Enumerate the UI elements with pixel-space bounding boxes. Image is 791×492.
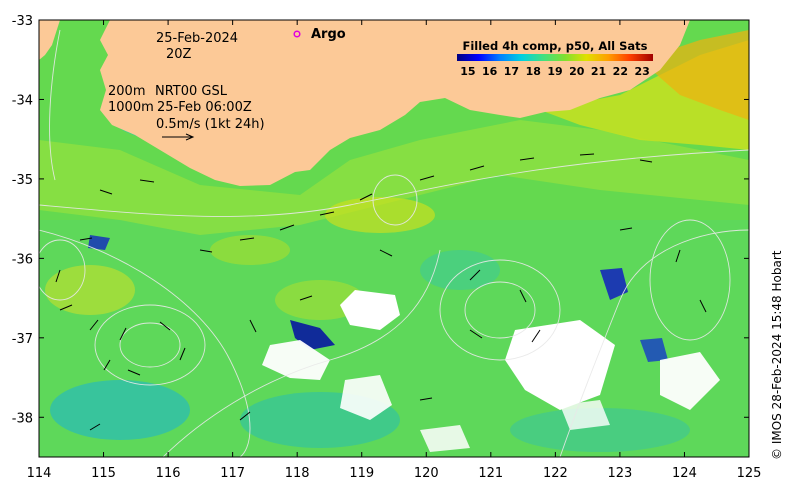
- axes: 114 115 116 117 118 119 120 121 122 123 124 125 -33 -…: [12, 14, 762, 481]
- lat-tick-label: -38: [12, 411, 33, 426]
- time-label: 20Z: [166, 47, 192, 62]
- lat-tick-label: -35: [12, 173, 33, 188]
- lon-tick-label: 116: [156, 466, 181, 481]
- lon-tick-label: 115: [91, 466, 116, 481]
- argo-label: Argo: [311, 27, 346, 42]
- ssh-contours: [39, 29, 749, 457]
- lon-tick-label: 123: [607, 466, 632, 481]
- colorbar-tick-label: 17: [504, 65, 519, 78]
- lon-tick-label: 121: [478, 466, 503, 481]
- lat-tick-label: -33: [12, 14, 33, 29]
- credit-label: © IMOS 28-Feb-2024 15:48 Hobart: [770, 250, 784, 460]
- lon-tick-label: 118: [285, 466, 310, 481]
- lon-tick-label: 124: [672, 466, 697, 481]
- lat-tick-label: -37: [12, 332, 33, 347]
- date-label: 25-Feb-2024: [156, 31, 238, 46]
- colorbar-tick-label: 15: [460, 65, 475, 78]
- colorbar-tick-label: 22: [613, 65, 628, 78]
- colorbar-tick-label: 18: [526, 65, 541, 78]
- lon-tick-label: 120: [414, 466, 439, 481]
- ssh-time-label: 25-Feb 06:00Z: [157, 100, 252, 115]
- lat-tick-label: -34: [12, 93, 33, 108]
- lon-tick-label: 122: [543, 466, 568, 481]
- colorbar-tick-label: 23: [634, 65, 649, 78]
- colorbar-tick-label: 20: [569, 65, 585, 78]
- colorbar-tick-label: 16: [482, 65, 498, 78]
- colorbar-ticks: 15 16 17 18 19 20 21 22 23: [460, 65, 650, 78]
- colorbar-tick-label: 19: [547, 65, 562, 78]
- velocity-arrows: [55, 153, 707, 431]
- lon-tick-label: 119: [349, 466, 374, 481]
- plot-frame: [38, 19, 750, 458]
- lon-tick-label: 117: [220, 466, 245, 481]
- depth-1000-label: 1000m: [108, 100, 154, 115]
- lon-tick-label: 114: [27, 466, 52, 481]
- velocity-scale-label: 0.5m/s (1kt 24h): [156, 117, 265, 132]
- arrow-right-icon: [162, 133, 195, 141]
- ssh-source-label: NRT00 GSL: [155, 84, 228, 99]
- lon-tick-label: 125: [737, 466, 762, 481]
- colorbar: [457, 54, 653, 61]
- argo-float-icon: [293, 30, 301, 38]
- depth-200-label: 200m: [108, 84, 145, 99]
- plot-area: Argo 25-Feb-2024 20Z 200m NRT00 GSL 1000…: [39, 20, 749, 457]
- colorbar-title: Filled 4h comp, p50, All Sats: [463, 39, 648, 53]
- land-area: [39, 20, 690, 186]
- lat-tick-label: -36: [12, 252, 33, 267]
- colorbar-tick-label: 21: [591, 65, 606, 78]
